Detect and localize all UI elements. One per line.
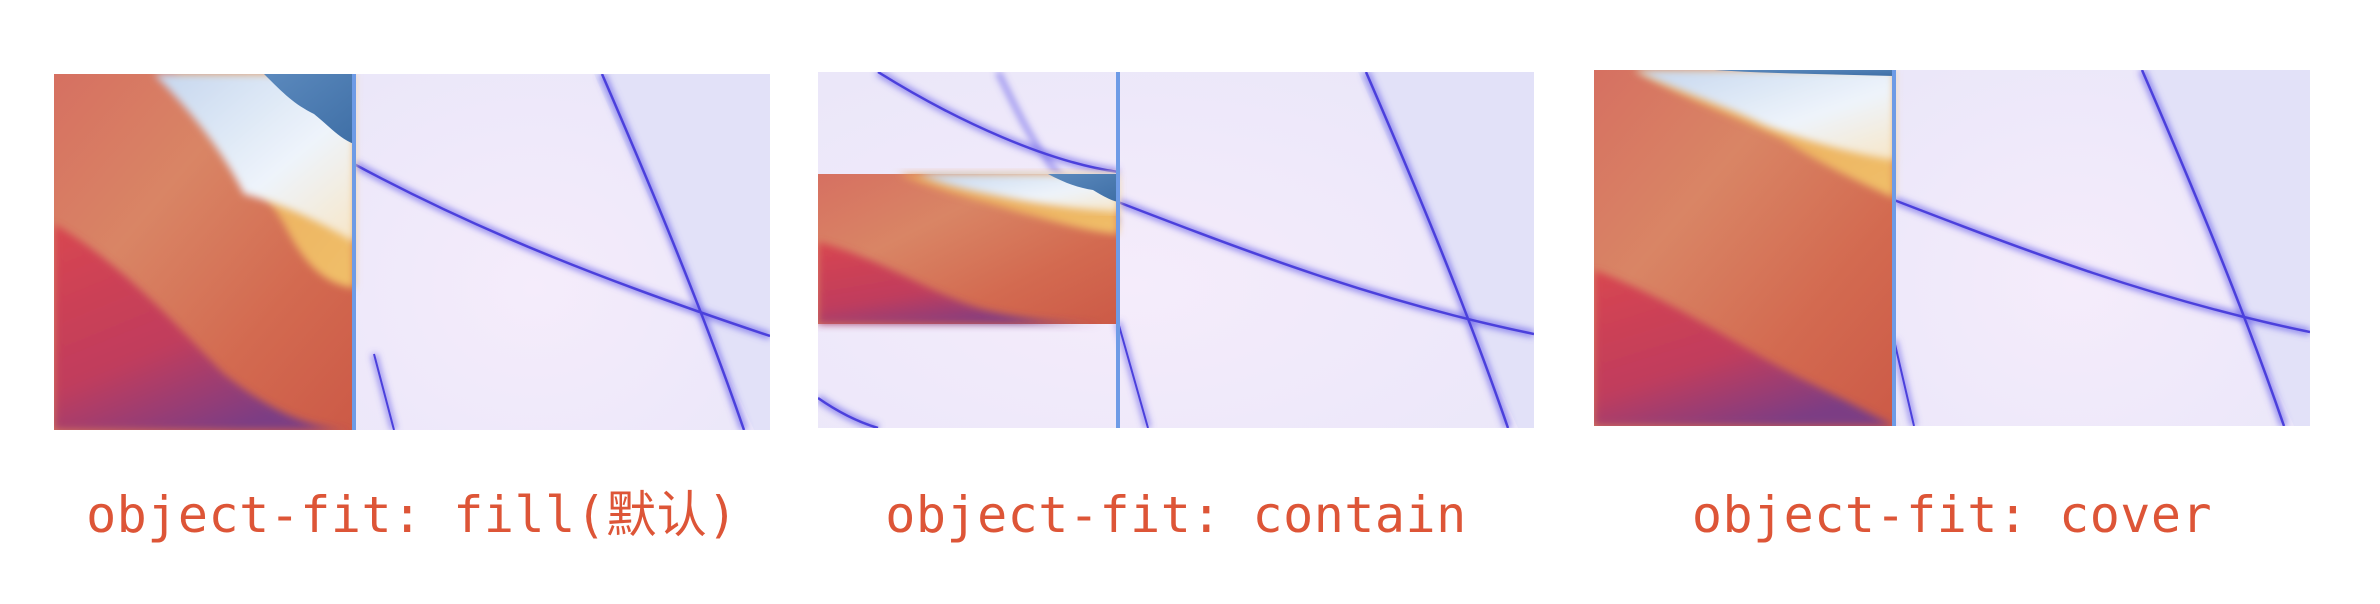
fill-illustration [54, 74, 770, 430]
wallpaper-light-region [818, 72, 1518, 428]
wallpaper-light-region [354, 74, 754, 430]
panel-contain [818, 72, 1534, 428]
contain-image-letterboxed [818, 174, 1118, 324]
caption-contain: object-fit: contain [885, 486, 1467, 544]
cover-illustration [1594, 70, 2310, 426]
caption-fill: object-fit: fill(默认) [86, 486, 738, 544]
cover-image-cropped [1594, 70, 1894, 426]
contain-illustration [818, 72, 1534, 428]
fill-image-stretched [54, 74, 354, 430]
wallpaper-light-region [1894, 70, 2294, 426]
panel-fill [54, 74, 770, 430]
caption-cover: object-fit: cover [1691, 486, 2213, 544]
panel-cover [1594, 70, 2310, 426]
